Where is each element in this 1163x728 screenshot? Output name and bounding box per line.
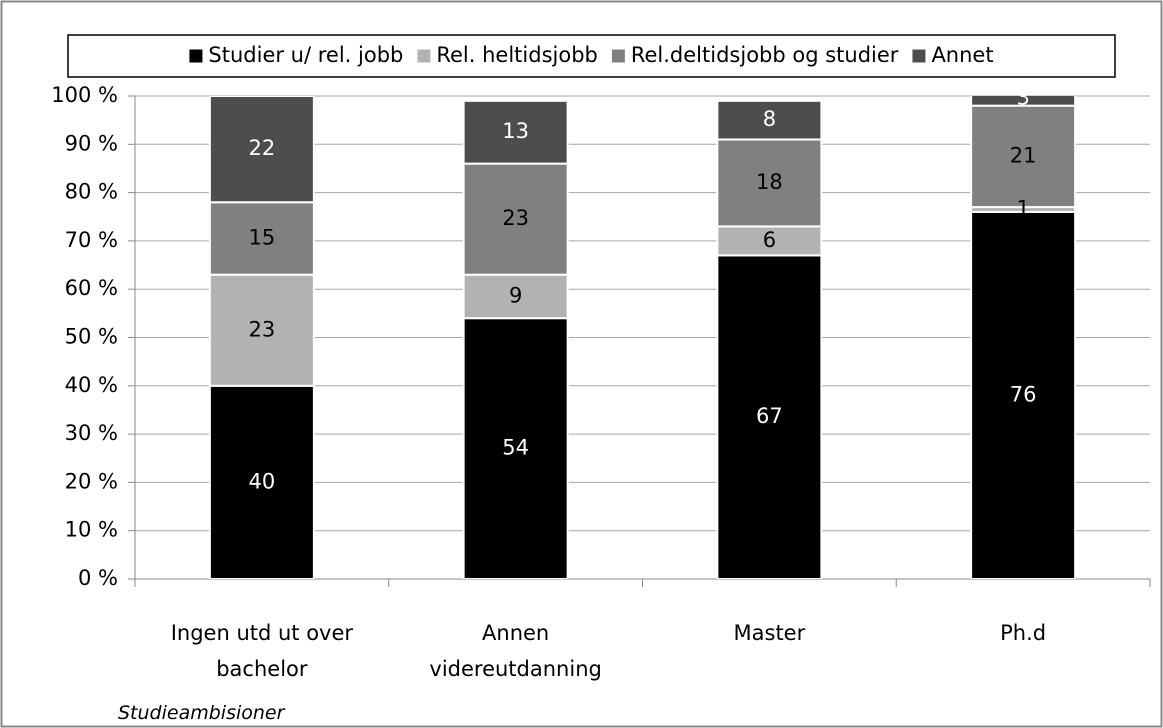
bar-segment [716,254,823,579]
legend-box [67,34,1116,78]
y-tick-label: 60 % [65,276,118,300]
data-label: 22 [249,136,276,160]
legend-label: Rel. heltidsjobb [436,43,598,67]
y-tick-label: 40 % [65,373,118,397]
y-tick-label: 70 % [65,228,118,252]
y-tick-label: 50 % [65,325,118,349]
bar-segment [208,201,315,276]
bar-segment [462,99,569,165]
bar-segment [462,317,569,579]
bar-segment [970,210,1077,579]
data-label: 6 [763,228,776,252]
data-label: 15 [249,225,276,249]
bar-segment [208,273,315,387]
data-label: 9 [509,283,522,307]
legend-label: Studier u/ rel. jobb [208,43,403,67]
data-label: 76 [1010,382,1037,406]
legend-swatch [417,49,431,63]
y-tick-label: 80 % [65,180,118,204]
data-label: 54 [502,436,529,460]
data-label: 3 [1016,85,1029,109]
x-axis-label: Studieambisioner [118,702,285,724]
legend: Studier u/ rel. jobb Rel. heltidsjobb Rel.… [189,43,994,67]
y-tick-label: 100 % [51,83,118,107]
x-tick-label: Ph.d [1000,621,1047,645]
x-tick-label: Annen videreutdanning [429,621,602,681]
bar-segment [970,104,1077,209]
bar-segment [716,99,823,141]
data-label: 21 [1010,143,1037,167]
bar-segment [716,225,823,257]
legend-swatch [189,49,203,63]
labels: 40 23 15 22 54 9 23 13 67 6 18 8 76 1 21 3 [249,85,1037,493]
y-tick-label: 10 % [65,518,118,542]
legend-swatch [912,49,926,63]
data-label: 13 [502,119,529,143]
bar-segment [970,96,1077,107]
y-tick-label: 20 % [65,469,118,493]
data-label: 23 [502,206,529,230]
bar-segment [208,96,315,204]
data-label: 8 [763,107,776,131]
data-label: 40 [249,469,276,493]
x-tick-label: Ingen utd ut over bachelor [170,621,354,681]
legend-label: Annet [931,43,993,67]
legend-swatch [611,49,625,63]
bar-segment [716,138,823,228]
y-tick-label: 90 % [65,131,118,155]
x-tick-label: Master [733,621,806,645]
data-label: 23 [249,317,276,341]
y-tick-label: 0 % [78,566,118,590]
y-tick-label: 30 % [65,421,118,445]
bar-segment [462,162,569,276]
data-label: 1 [1016,197,1029,221]
legend-label: Rel.deltidsjobb og studier [631,43,899,67]
data-label: 67 [756,404,783,428]
data-label: 18 [756,170,783,194]
bars [208,96,1077,579]
